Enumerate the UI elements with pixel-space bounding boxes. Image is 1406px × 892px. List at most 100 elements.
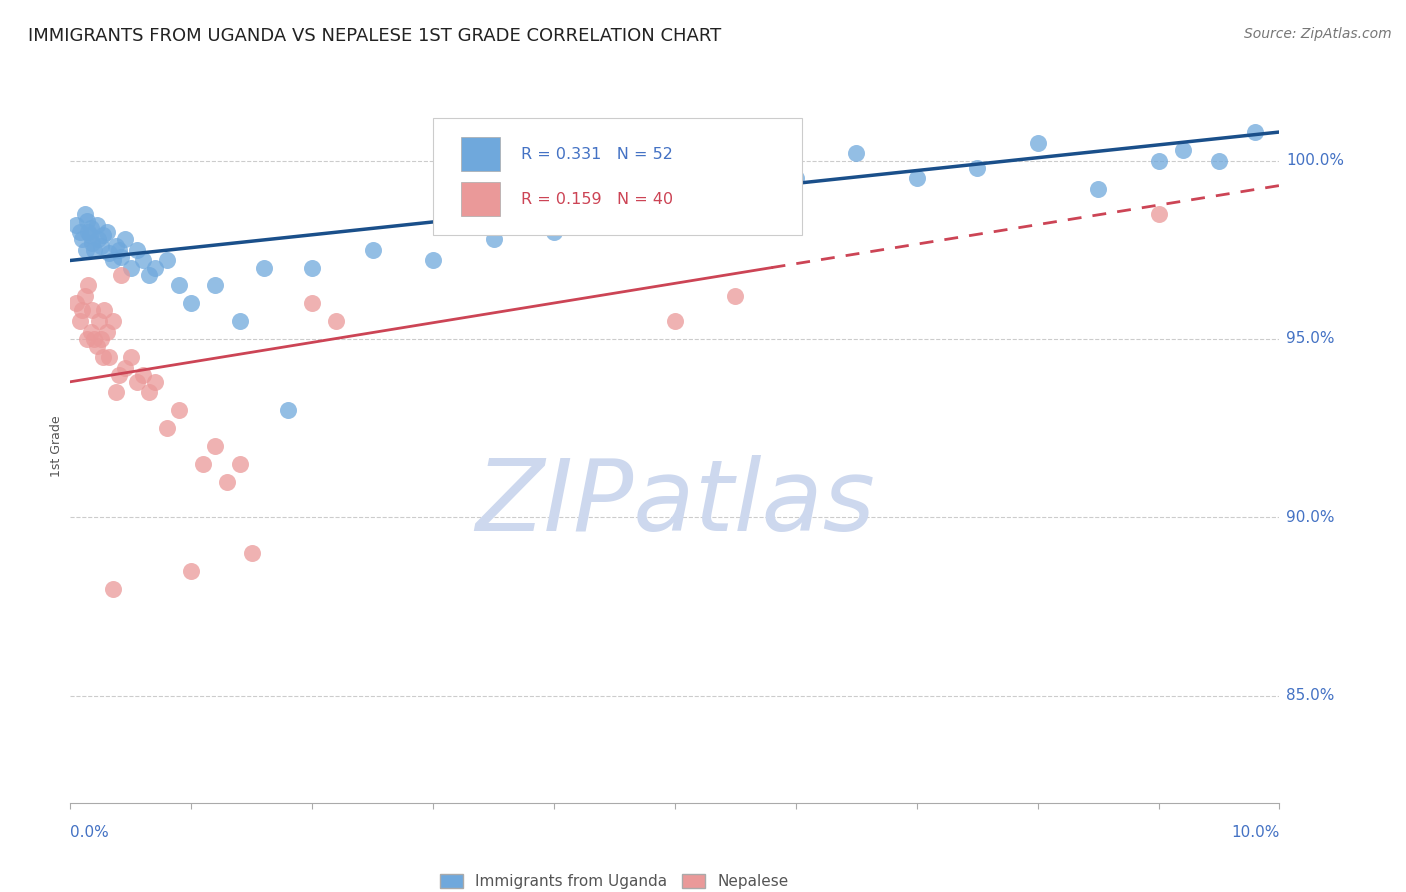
Point: [1171, 143, 1194, 157]
Point: [724, 289, 747, 303]
Point: [107, 243, 129, 257]
Point: [65, 296, 87, 310]
Point: [167, 403, 190, 417]
Text: Source: ZipAtlas.com: Source: ZipAtlas.com: [1244, 27, 1392, 41]
Point: [114, 360, 136, 375]
Point: [138, 385, 160, 400]
FancyBboxPatch shape: [461, 137, 499, 171]
Text: 100.0%: 100.0%: [1286, 153, 1344, 168]
Point: [180, 564, 202, 578]
Point: [301, 260, 323, 275]
Legend: Immigrants from Uganda, Nepalese: Immigrants from Uganda, Nepalese: [434, 868, 794, 892]
Point: [228, 457, 250, 471]
Point: [73, 207, 96, 221]
Point: [105, 239, 128, 253]
Point: [664, 171, 686, 186]
Point: [125, 243, 148, 257]
Point: [101, 582, 124, 596]
Point: [156, 253, 179, 268]
Point: [91, 350, 114, 364]
Point: [101, 314, 124, 328]
Point: [325, 314, 347, 328]
Point: [90, 239, 111, 253]
Point: [90, 332, 111, 346]
Point: [905, 171, 928, 186]
Point: [204, 439, 226, 453]
Text: 0.0%: 0.0%: [70, 825, 110, 840]
Point: [1208, 153, 1230, 168]
Point: [217, 475, 239, 489]
Point: [107, 368, 129, 382]
FancyBboxPatch shape: [433, 118, 801, 235]
Point: [110, 268, 132, 282]
FancyBboxPatch shape: [461, 182, 499, 216]
Text: R = 0.331   N = 52: R = 0.331 N = 52: [522, 146, 673, 161]
Point: [72, 232, 94, 246]
Point: [143, 260, 166, 275]
Point: [80, 303, 103, 318]
Point: [77, 225, 100, 239]
Point: [361, 243, 384, 257]
Point: [1147, 153, 1170, 168]
Point: [966, 161, 988, 175]
Point: [138, 268, 160, 282]
Point: [86, 218, 108, 232]
Point: [120, 350, 142, 364]
Y-axis label: 1st Grade: 1st Grade: [51, 415, 63, 477]
Point: [101, 253, 124, 268]
Point: [482, 232, 505, 246]
Point: [77, 278, 100, 293]
Point: [96, 325, 118, 339]
Point: [80, 221, 103, 235]
Point: [204, 278, 226, 293]
Text: 90.0%: 90.0%: [1286, 510, 1334, 524]
Point: [845, 146, 868, 161]
Point: [93, 303, 115, 318]
Point: [143, 375, 166, 389]
Text: 85.0%: 85.0%: [1286, 689, 1334, 703]
Text: 95.0%: 95.0%: [1286, 332, 1334, 346]
Point: [180, 296, 202, 310]
Point: [75, 243, 97, 257]
Point: [65, 218, 87, 232]
Point: [76, 214, 98, 228]
Point: [1026, 136, 1049, 150]
Point: [87, 232, 110, 246]
Point: [301, 296, 323, 310]
Point: [83, 243, 105, 257]
Point: [228, 314, 250, 328]
Point: [125, 375, 148, 389]
Point: [422, 253, 444, 268]
Text: R = 0.159   N = 40: R = 0.159 N = 40: [522, 192, 673, 207]
Point: [1244, 125, 1267, 139]
Point: [105, 385, 128, 400]
Point: [96, 225, 118, 239]
Text: ZIPatlas: ZIPatlas: [475, 455, 875, 551]
Text: 10.0%: 10.0%: [1232, 825, 1279, 840]
Point: [253, 260, 276, 275]
Point: [72, 303, 94, 318]
Point: [193, 457, 215, 471]
Point: [156, 421, 179, 435]
Point: [664, 314, 686, 328]
Text: IMMIGRANTS FROM UGANDA VS NEPALESE 1ST GRADE CORRELATION CHART: IMMIGRANTS FROM UGANDA VS NEPALESE 1ST G…: [28, 27, 721, 45]
Point: [79, 228, 101, 243]
Point: [120, 260, 142, 275]
Point: [69, 314, 91, 328]
Point: [73, 289, 96, 303]
Point: [724, 161, 747, 175]
Point: [76, 332, 98, 346]
Point: [80, 235, 103, 250]
Point: [132, 368, 155, 382]
Point: [240, 546, 263, 560]
Point: [86, 339, 108, 353]
Point: [167, 278, 190, 293]
Point: [1087, 182, 1109, 196]
Point: [89, 314, 111, 328]
Point: [114, 232, 136, 246]
Point: [98, 350, 121, 364]
Point: [110, 250, 132, 264]
Point: [83, 332, 105, 346]
Point: [69, 225, 91, 239]
Point: [724, 153, 747, 168]
